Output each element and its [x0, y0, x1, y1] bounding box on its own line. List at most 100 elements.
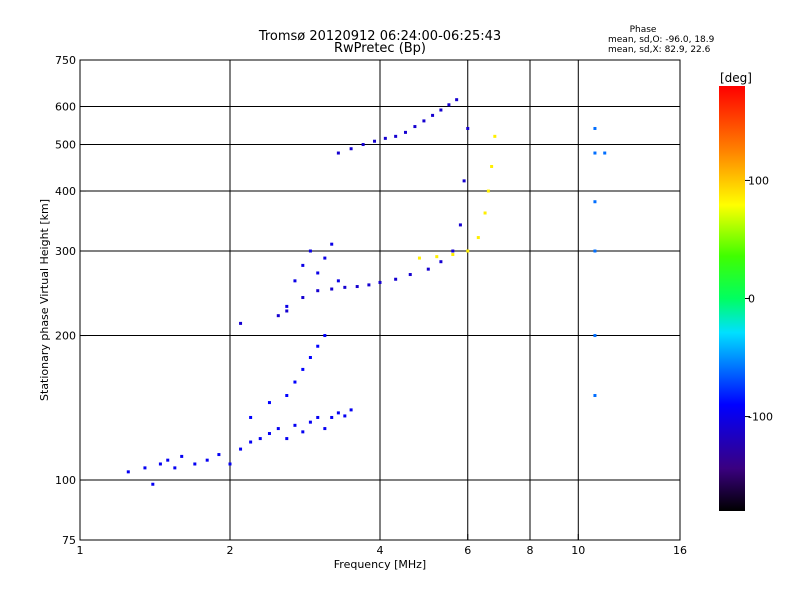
echo-point — [394, 277, 398, 281]
echo-point — [435, 255, 439, 259]
echo-point — [373, 139, 377, 143]
colorbar — [719, 86, 745, 511]
echo-point — [383, 136, 387, 140]
echo-point — [316, 415, 320, 419]
echo-point — [267, 401, 271, 405]
echo-point — [483, 211, 487, 215]
echo-point — [458, 223, 462, 227]
echo-point — [308, 355, 312, 359]
chart-subtitle: RwPretec (Bp) — [334, 41, 426, 56]
echo-point — [343, 285, 347, 289]
chart-title: Tromsø 20120912 06:24:00-06:25:43 — [258, 29, 501, 44]
echo-point — [413, 125, 417, 129]
echo-point — [361, 143, 365, 147]
x-tick-label: 2 — [227, 544, 234, 557]
echo-point — [593, 334, 597, 338]
y-tick-label: 200 — [55, 330, 76, 343]
echo-point — [394, 134, 398, 138]
echo-point — [285, 309, 289, 313]
echo-point — [316, 271, 320, 275]
echo-point — [367, 283, 371, 287]
echo-point — [466, 126, 470, 130]
echo-point — [330, 415, 334, 419]
echo-points — [126, 98, 607, 486]
echo-point — [249, 415, 253, 419]
echo-point — [173, 466, 177, 470]
echo-point — [285, 394, 289, 398]
echo-point — [293, 380, 297, 384]
echo-point — [593, 249, 597, 253]
echo-point — [301, 430, 305, 434]
echo-point — [455, 98, 459, 102]
echo-point — [593, 126, 597, 130]
x-tick-label: 10 — [571, 544, 585, 557]
echo-point — [417, 256, 421, 260]
phase-line-o: mean, sd,O: -96.0, 18.9 — [608, 35, 715, 45]
echo-point — [336, 279, 340, 283]
phase-line-x: mean, sd,X: 82.9, 22.6 — [608, 45, 711, 55]
x-tick-label: 1 — [77, 544, 84, 557]
echo-point — [267, 432, 271, 436]
echo-point — [301, 296, 305, 300]
echo-point — [422, 119, 426, 123]
colorbar-ticks: 100 0 -100 — [745, 174, 773, 424]
echo-point — [439, 108, 443, 112]
y-axis-label: Stationary phase Virtual Height [km] — [38, 199, 51, 401]
echo-point — [228, 462, 232, 466]
echo-point — [143, 466, 147, 470]
echo-point — [330, 287, 334, 291]
x-tick-label: 4 — [377, 544, 384, 557]
echo-point — [285, 304, 289, 308]
echo-point — [323, 427, 327, 431]
echo-point — [408, 273, 412, 277]
echo-point — [451, 253, 455, 257]
echo-point — [276, 314, 280, 318]
echo-point — [330, 242, 334, 246]
echo-point — [301, 263, 305, 267]
echo-point — [193, 462, 197, 466]
echo-point — [336, 411, 340, 415]
y-tick-label: 75 — [62, 534, 76, 547]
echo-point — [249, 440, 253, 444]
colorbar-label: [deg] — [720, 71, 752, 85]
echo-point — [603, 151, 607, 155]
echo-point — [151, 482, 155, 486]
echo-point — [323, 256, 327, 260]
echo-point — [158, 462, 162, 466]
colorbar-tick-label: -100 — [748, 411, 773, 424]
echo-point — [166, 458, 170, 462]
echo-point — [349, 408, 353, 412]
echo-point — [593, 394, 597, 398]
x-axis-ticks: 1 2 4 6 8 10 16 — [77, 534, 687, 557]
echo-point — [593, 151, 597, 155]
echo-point — [486, 189, 490, 193]
echo-point — [126, 470, 130, 474]
echo-point — [490, 164, 494, 168]
echo-point — [378, 280, 382, 284]
echo-point — [293, 279, 297, 283]
echo-point — [426, 267, 430, 271]
echo-point — [336, 151, 340, 155]
y-tick-label: 750 — [55, 54, 76, 67]
echo-point — [431, 113, 435, 117]
echo-point — [285, 437, 289, 441]
colorbar-tick-label: 100 — [748, 174, 769, 187]
echo-point — [343, 414, 347, 418]
echo-point — [239, 321, 243, 325]
echo-point — [462, 179, 466, 183]
x-tick-label: 16 — [673, 544, 687, 557]
echo-point — [355, 285, 359, 289]
y-tick-label: 100 — [55, 474, 76, 487]
grid-lines — [80, 60, 680, 540]
echo-point — [493, 134, 497, 138]
echo-point — [349, 147, 353, 151]
x-tick-label: 8 — [527, 544, 534, 557]
echo-point — [293, 423, 297, 427]
echo-point — [217, 453, 221, 457]
echo-point — [439, 260, 443, 264]
x-axis-label: Frequency [MHz] — [334, 558, 426, 571]
y-tick-label: 300 — [55, 245, 76, 258]
echo-point — [180, 454, 184, 458]
echo-point — [447, 103, 451, 107]
